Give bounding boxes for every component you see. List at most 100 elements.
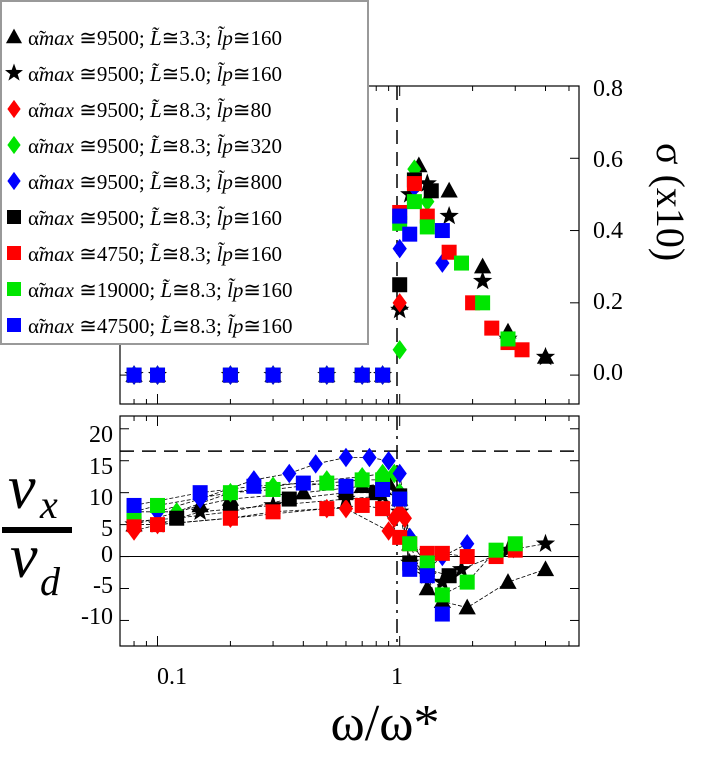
legend-lp-symbol: l̃p [217, 206, 233, 230]
data-point-green-square [419, 219, 435, 235]
legend-label: α̃max ≅9500; L̃≅3.3; l̃p≅160 [28, 26, 282, 50]
data-point-black-square [281, 491, 297, 507]
data-point-green-diamond [392, 340, 407, 360]
legend-marker-diamond [7, 99, 21, 119]
data-point-blue-diamond [308, 454, 323, 474]
legend-lp-symbol: l̃p [227, 314, 243, 338]
legend-label: α̃max ≅9500; L̃≅8.3; l̃p≅800 [28, 170, 282, 194]
data-point-green-square [319, 475, 335, 491]
legend-item: α̃max ≅9500; L̃≅8.3; l̃p≅160 [7, 206, 282, 230]
data-point-green-square [475, 295, 491, 311]
legend-alpha-sub: max [39, 134, 75, 158]
legend-alpha-sub: max [39, 170, 75, 194]
legend-label: α̃max ≅9500; L̃≅8.3; l̃p≅320 [28, 134, 282, 158]
data-point-red-diamond [397, 508, 412, 528]
data-point-black-star [400, 184, 420, 203]
legend-L-symbol: L̃ [159, 314, 172, 338]
data-point-green-square [454, 255, 470, 271]
legend-item: α̃max ≅19000; L̃≅8.3; l̃p≅160 [7, 278, 293, 302]
data-point-green-square [507, 536, 523, 552]
data-point-green-square [459, 574, 475, 590]
data-point-blue-diamond [392, 238, 407, 259]
data-point-black-triangle [294, 483, 312, 500]
data-point-blue-square [354, 367, 370, 383]
data-point-green-square [354, 472, 370, 488]
data-point-blue-square [392, 208, 408, 224]
data-point-blue-square [265, 367, 281, 383]
data-point-blue-square [434, 606, 450, 622]
data-point-blue-diamond [282, 463, 297, 484]
data-point-blue-diamond [392, 463, 407, 484]
data-point-black-star [535, 533, 556, 552]
data-point-green-square [150, 497, 166, 513]
top-ytick-labels: 0.8 0.6 0.4 0.2 0.0 [593, 76, 623, 386]
legend-lp-symbol: l̃p [217, 26, 233, 50]
legend-item: α̃max ≅9500; L̃≅3.3; l̃p≅160 [5, 26, 282, 50]
legend-label: α̃max ≅9500; L̃≅5.0; l̃p≅160 [28, 62, 282, 86]
data-point-green-square [488, 542, 504, 558]
legend-label: α̃max ≅9500; L̃≅8.3; l̃p≅80 [28, 98, 272, 122]
legend-L-value: ≅8.3; [172, 278, 227, 302]
data-point-black-square [169, 510, 185, 526]
data-point-red-square [265, 504, 281, 520]
bottom-ytick-label: 0 [101, 542, 113, 568]
legend-item: α̃max ≅9500; L̃≅8.3; l̃p≅80 [7, 98, 272, 122]
bottom-ytick-label: 5 [101, 516, 113, 542]
legend-lp-value: ≅160 [233, 242, 282, 266]
legend-alpha-value: ≅47500; [74, 314, 160, 338]
series-line-blue-square [133, 482, 443, 615]
legend-alpha-value: ≅9500; [74, 62, 150, 86]
data-point-red-square [319, 501, 335, 517]
bottom-ylabel-text: vx / vd [0, 561, 90, 598]
data-point-red-square [222, 510, 238, 526]
data-point-red-square [406, 176, 422, 192]
data-point-red-square [514, 342, 530, 358]
data-point-green-square [406, 194, 422, 210]
legend-alpha-value: ≅9500; [74, 26, 150, 50]
data-point-green-square [419, 555, 435, 571]
legend-alpha-value: ≅9500; [74, 170, 150, 194]
data-point-green-square [500, 331, 516, 347]
top-ytick-label: 0.2 [593, 289, 623, 315]
legend-lp-value: ≅160 [233, 206, 282, 230]
data-point-black-star [451, 559, 472, 578]
ylabel-numerator: v [8, 454, 36, 522]
series-line-green-square [133, 479, 516, 596]
legend-alpha-sub: max [39, 26, 75, 50]
data-point-blue-square [375, 481, 391, 497]
legend-L-symbol: L̃ [149, 242, 162, 266]
data-point-green-square [265, 481, 281, 497]
bottom-data [124, 447, 556, 622]
data-point-red-square [441, 244, 457, 260]
top-ytick-label: 0.4 [593, 218, 623, 244]
data-point-blue-diamond [381, 450, 396, 471]
bottom-ytick-label: -5 [93, 573, 113, 599]
legend-lp-value: ≅160 [243, 314, 292, 338]
legend-L-value: ≅5.0; [162, 62, 217, 86]
legend-label: α̃max ≅19000; L̃≅8.3; l̃p≅160 [28, 278, 293, 302]
top-ytick-label: 0.8 [593, 76, 623, 102]
legend-label: α̃max ≅47500; L̃≅8.3; l̃p≅160 [28, 314, 293, 338]
data-point-blue-square [246, 478, 262, 494]
data-point-blue-square [419, 568, 435, 584]
data-point-red-square [375, 501, 391, 517]
ylabel-numerator-sub: x [39, 482, 58, 527]
data-point-black-triangle [458, 598, 476, 615]
top-ytick-label: 0.6 [593, 147, 623, 173]
ylabel-denominator-sub: d [40, 559, 61, 604]
data-point-black-star [473, 271, 493, 290]
data-point-red-square [150, 517, 166, 533]
legend-alpha-sub: max [39, 314, 75, 338]
top-ylabel: σ (x10) [648, 143, 693, 261]
legend-marker-diamond [7, 171, 21, 191]
legend-L-value: ≅8.3; [172, 314, 227, 338]
legend-L-symbol: L̃ [149, 134, 162, 158]
data-point-blue-square [150, 367, 166, 383]
data-point-blue-diamond [362, 447, 377, 468]
data-point-blue-square [126, 367, 142, 383]
bottom-ytick-label: -10 [81, 604, 113, 630]
data-point-blue-square [126, 497, 142, 513]
bottom-ytick-label: 15 [89, 454, 113, 480]
bottom-ylabel: vx / vd v x v d [0, 454, 90, 604]
legend-item: α̃max ≅47500; L̃≅8.3; l̃p≅160 [7, 314, 293, 338]
